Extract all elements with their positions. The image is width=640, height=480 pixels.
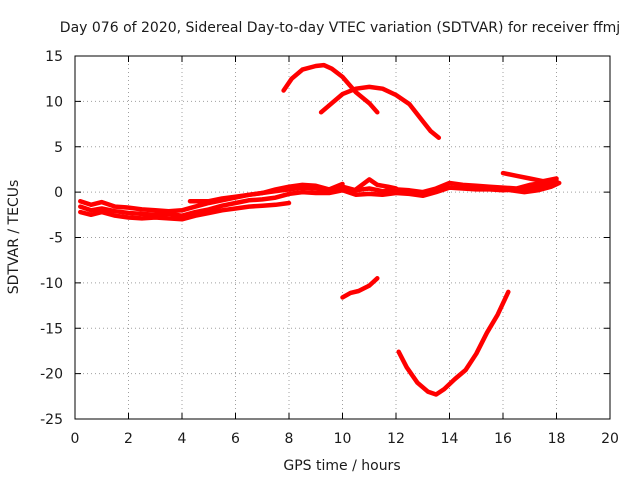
- series-arc-mid: [340, 276, 380, 300]
- x-tick-label: 16: [494, 431, 512, 447]
- series-band-7: [495, 180, 562, 195]
- x-tick-label: 20: [601, 431, 619, 447]
- series-band-6: [500, 170, 559, 184]
- chart-title: Day 076 of 2020, Sidereal Day-to-day VTE…: [60, 20, 620, 36]
- x-tick-label: 8: [285, 431, 294, 447]
- y-tick-label: -15: [40, 321, 63, 337]
- series-band-4: [187, 181, 345, 204]
- series-arc-upper-b: [318, 84, 442, 140]
- y-tick-labels: -25 -20 -15 -10 -5 0 5 10 15: [40, 49, 63, 428]
- y-tick-label: 10: [45, 94, 63, 110]
- series-band-5: [353, 177, 399, 192]
- y-tick-label: 5: [54, 140, 63, 156]
- plot-frame: [74, 55, 611, 420]
- x-tick-label: 10: [334, 431, 352, 447]
- y-tick-label: 0: [54, 185, 63, 201]
- x-axis-label: GPS time / hours: [283, 458, 400, 474]
- series-arc-upper-a: [281, 62, 380, 115]
- series-band-2: [78, 181, 559, 218]
- x-tick-label: 4: [178, 431, 187, 447]
- series-band-1: [78, 178, 559, 214]
- y-tick-label: -20: [40, 367, 63, 383]
- x-tick-labels: 0 2 4 6 8 10 12 14 16 18 20: [71, 431, 619, 447]
- series-arc-lower: [396, 289, 511, 397]
- y-tick-label: -5: [49, 231, 63, 247]
- x-tick-label: 2: [124, 431, 133, 447]
- grid-lines: [75, 56, 610, 419]
- series-band-3: [78, 200, 292, 222]
- x-tick-label: 0: [71, 431, 80, 447]
- y-tick-label: 15: [45, 49, 63, 65]
- y-tick-label: -10: [40, 276, 63, 292]
- y-axis-label: SDTVAR / TECUs: [6, 180, 22, 295]
- x-tick-label: 18: [548, 431, 566, 447]
- x-tick-label: 12: [387, 431, 405, 447]
- y-tick-label: -25: [40, 412, 63, 428]
- x-tick-label: 6: [231, 431, 240, 447]
- x-tick-label: 14: [441, 431, 459, 447]
- data-series: [78, 62, 562, 397]
